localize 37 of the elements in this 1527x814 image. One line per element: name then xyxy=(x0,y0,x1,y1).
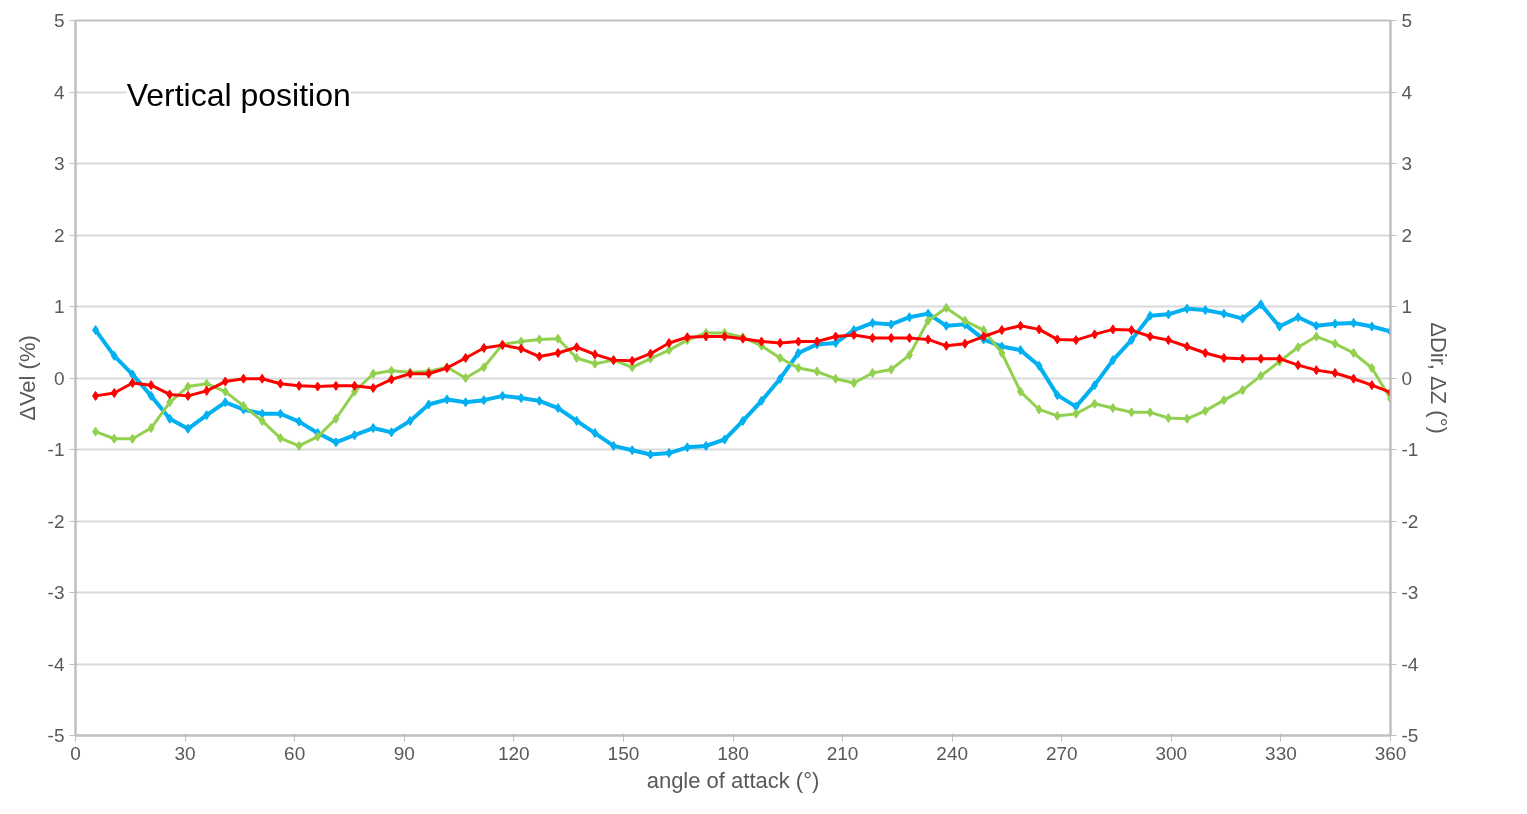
y-tick-label: -1 xyxy=(47,439,65,460)
x-tick-label: 180 xyxy=(717,742,749,764)
x-tick-label: 240 xyxy=(936,742,969,764)
y-axis-title: ΔVel (%) xyxy=(14,335,40,421)
x-tick-label: 300 xyxy=(1155,742,1188,764)
x-tick-label: 120 xyxy=(497,742,530,764)
y2-tick-label: -2 xyxy=(1401,510,1419,532)
x-tick-label: 60 xyxy=(284,742,306,764)
x-axis-title: angle of attack (°) xyxy=(646,767,820,793)
y-tick-label: -3 xyxy=(47,582,65,603)
y2-tick-label: -1 xyxy=(1401,439,1419,460)
y-tick-label: 5 xyxy=(53,10,65,31)
y2-tick-label: -4 xyxy=(1401,653,1419,675)
x-tick-label: 150 xyxy=(607,742,640,764)
x-tick-label: 330 xyxy=(1265,742,1297,764)
x-tick-label: 90 xyxy=(393,742,415,764)
x-tick-label: 270 xyxy=(1045,742,1078,764)
y-tick-label: -5 xyxy=(47,725,65,746)
y-tick-label: 0 xyxy=(53,367,65,389)
y2-axis-title: ΔDir, ΔZ (°) xyxy=(1426,322,1452,434)
x-tick-label: 210 xyxy=(826,742,859,764)
y-tick-label: -2 xyxy=(47,510,65,532)
y-tick-label: 4 xyxy=(53,81,65,103)
y2-tick-label: 1 xyxy=(1401,296,1413,317)
y2-tick-label: 0 xyxy=(1401,367,1413,389)
y2-tick-label: 2 xyxy=(1401,224,1413,246)
y2-tick-label: -3 xyxy=(1401,582,1419,603)
y-tick-label: 2 xyxy=(53,224,65,246)
y2-tick-label: 4 xyxy=(1401,81,1413,103)
y2-tick-label: 5 xyxy=(1401,10,1413,31)
x-tick-label: 0 xyxy=(70,742,81,764)
annotation: Vertical position xyxy=(126,77,351,114)
y-tick-label: 3 xyxy=(53,153,65,174)
y2-tick-label: 3 xyxy=(1401,153,1413,174)
x-tick-label: 30 xyxy=(174,742,196,764)
y-tick-label: -4 xyxy=(47,653,65,675)
y-tick-label: 1 xyxy=(53,296,65,317)
